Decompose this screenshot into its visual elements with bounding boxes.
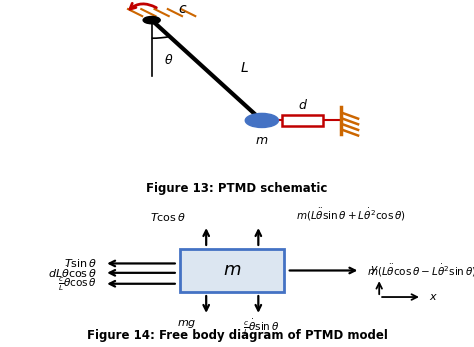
Circle shape [143, 17, 160, 24]
Text: $d$: $d$ [298, 99, 308, 112]
Text: $m(L\ddot{\theta}\cos\theta - L\dot{\theta}^2\sin\theta)$: $m(L\ddot{\theta}\cos\theta - L\dot{\the… [367, 262, 474, 279]
Text: $dL\dot{\theta}\cos\theta$: $dL\dot{\theta}\cos\theta$ [48, 265, 97, 280]
Circle shape [245, 113, 278, 127]
Text: $\frac{c}{L}\dot{\theta}\sin\theta$: $\frac{c}{L}\dot{\theta}\sin\theta$ [243, 318, 279, 337]
Text: $T\cos\theta$: $T\cos\theta$ [150, 211, 186, 223]
Text: $y$: $y$ [370, 264, 379, 276]
Text: $m$: $m$ [255, 134, 268, 146]
Text: $L$: $L$ [240, 61, 249, 75]
Text: $\theta$: $\theta$ [164, 53, 173, 67]
Bar [180, 248, 284, 292]
Text: $T\sin\theta$: $T\sin\theta$ [64, 257, 97, 270]
Text: $c$: $c$ [178, 2, 187, 16]
Text: $m$: $m$ [223, 262, 241, 279]
Text: $mg$: $mg$ [177, 318, 197, 330]
Text: $\frac{c}{L}\dot{\theta}\cos\theta$: $\frac{c}{L}\dot{\theta}\cos\theta$ [58, 274, 97, 294]
Bar [282, 115, 322, 126]
Text: $m(L\ddot{\theta}\sin\theta + L\dot{\theta}^2\cos\theta)$: $m(L\ddot{\theta}\sin\theta + L\dot{\the… [296, 207, 406, 223]
Text: Figure 13: PTMD schematic: Figure 13: PTMD schematic [146, 182, 328, 195]
Text: Figure 14: Free body diagram of PTMD model: Figure 14: Free body diagram of PTMD mod… [87, 329, 387, 342]
Text: $x$: $x$ [429, 292, 438, 302]
